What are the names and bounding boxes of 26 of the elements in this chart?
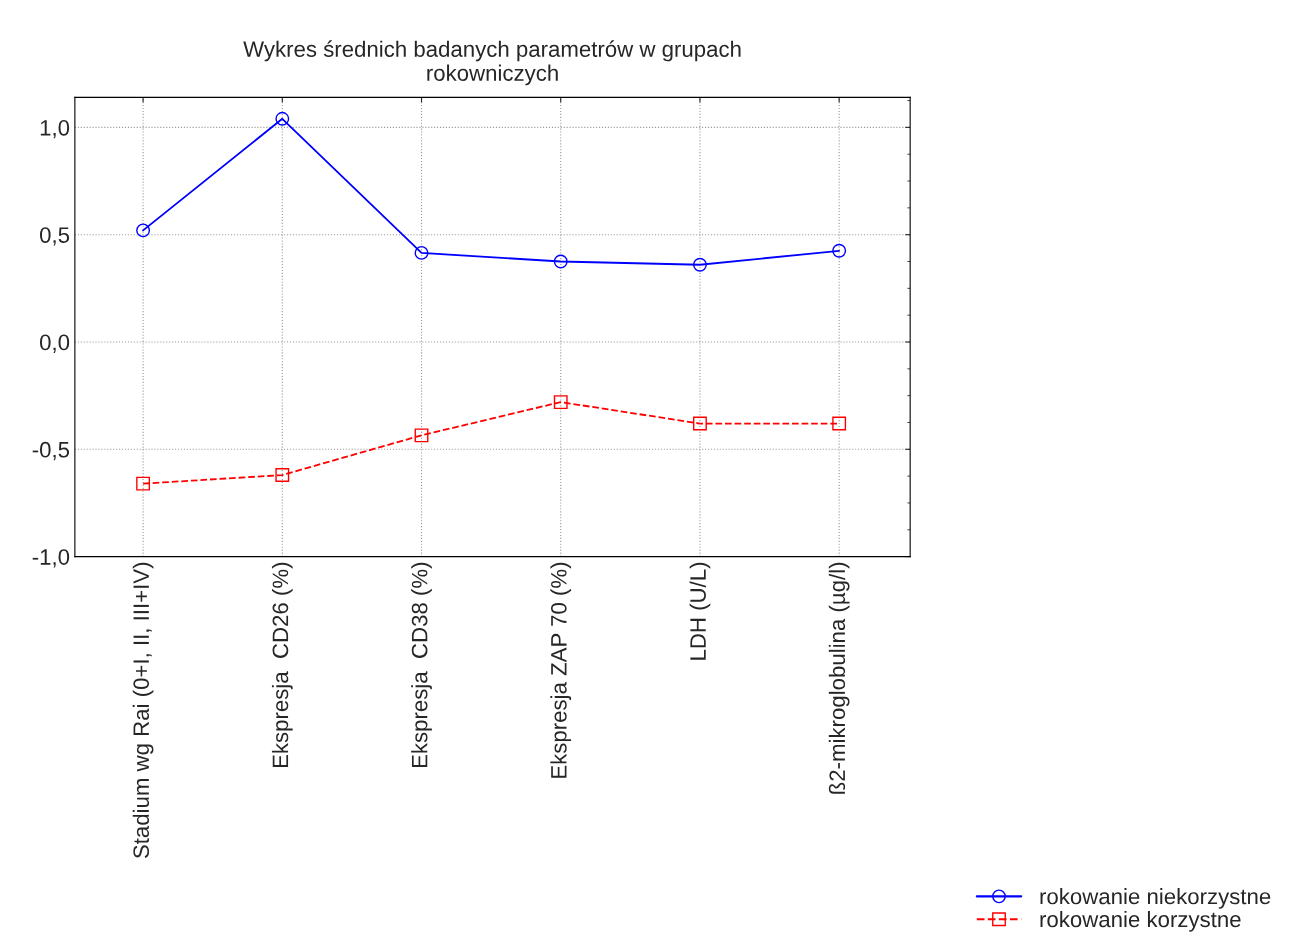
legend-label: rokowanie korzystne [1040, 910, 1241, 932]
point [275, 468, 290, 482]
point [553, 395, 568, 410]
point [832, 243, 847, 258]
x-tick-label: LDH (U/L) [689, 562, 711, 660]
y-tick-label: 1,0 [40, 119, 70, 139]
point [553, 254, 568, 269]
point [414, 428, 429, 443]
y-tick-label: 0,5 [40, 227, 70, 246]
x-tick-label: Ekspresja ZAP 70 (%) [550, 562, 572, 778]
point [832, 416, 847, 431]
x-tick-label: ß2-mikroglobulina (µg/l) [828, 562, 850, 794]
legend-label: rokowanie niekorzystne [1040, 888, 1271, 909]
point [136, 476, 151, 491]
point [414, 245, 429, 260]
x-tick-label: Ekspresja CD38 (%) [411, 562, 432, 768]
y-tick-label: 0,0 [40, 334, 70, 353]
point [275, 111, 290, 126]
chart-title: Wykres średnich badanych parametrów w grupach rokowniczych [243, 40, 741, 86]
y-tick-label: -1,0 [32, 549, 70, 568]
y-tick-label: -0,5 [32, 441, 70, 461]
point [692, 257, 707, 272]
point [136, 223, 151, 238]
point [692, 416, 707, 431]
x-tick-label: Ekspresja CD26 (%) [271, 562, 293, 768]
x-tick-label: Stadium wg Rai (0+I, II, III+IV) [132, 562, 154, 859]
